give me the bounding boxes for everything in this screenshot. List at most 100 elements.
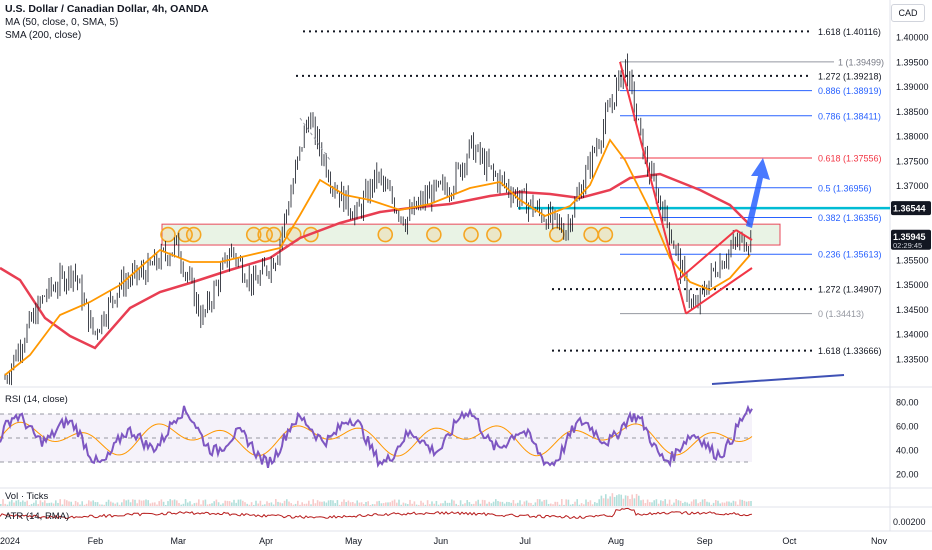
volume-bar	[6, 504, 9, 506]
volume-bar	[193, 503, 196, 506]
volume-bar	[330, 500, 332, 506]
volume-bar	[105, 501, 108, 506]
fib-level-label: 0.5 (1.36956)	[818, 183, 872, 193]
volume-bar	[365, 501, 367, 506]
volume-bar	[0, 504, 2, 506]
ma50-legend: MA (50, close, 0, SMA, 5)	[5, 17, 119, 28]
volume-bar	[363, 504, 365, 506]
volume-bar	[283, 500, 286, 506]
volume-bar	[682, 503, 684, 506]
volume-bar	[156, 504, 158, 506]
price-tick-label: 1.39500	[896, 57, 929, 67]
volume-bar	[358, 502, 361, 506]
volume-bar	[266, 501, 268, 506]
volume-bar	[541, 501, 543, 506]
volume-bar	[294, 503, 297, 506]
volume-bar	[312, 499, 314, 506]
fib-level-label: 0.382 (1.36356)	[818, 213, 882, 223]
time-tick-label: Mar	[171, 536, 187, 546]
rsi-line	[0, 404, 753, 469]
volume-bar	[418, 504, 420, 506]
volume-bar	[215, 499, 218, 506]
volume-bar	[341, 501, 343, 506]
volume-bar	[367, 501, 369, 506]
volume-bar	[19, 501, 22, 506]
volume-bar	[613, 496, 616, 506]
volume-bar	[446, 502, 449, 506]
volume-bar	[59, 499, 61, 506]
price-tick-label: 1.37000	[896, 181, 929, 191]
volume-bar	[701, 499, 704, 506]
volume-bar	[354, 503, 356, 506]
currency-button[interactable]: CAD	[891, 4, 925, 22]
volume-bar	[110, 501, 112, 506]
volume-bar	[580, 503, 583, 506]
volume-bar	[246, 503, 248, 506]
volume-bar	[404, 503, 407, 506]
volume-bar	[668, 499, 671, 506]
volume-bar	[479, 503, 482, 506]
sma200-line	[0, 172, 751, 350]
volume-bar	[389, 502, 391, 506]
volume-bar	[596, 502, 598, 506]
volume-bar	[572, 504, 574, 506]
volume-bar	[510, 502, 512, 506]
volume-bar	[325, 502, 328, 506]
volume-bar	[424, 504, 427, 506]
volume-bar	[259, 500, 262, 506]
sma200-legend: SMA (200, close)	[5, 30, 82, 41]
highlight-circle	[245, 226, 262, 243]
volume-bar	[160, 499, 163, 506]
volume-bar	[30, 503, 33, 506]
volume-bar	[68, 501, 70, 506]
volume-bar	[545, 499, 548, 506]
volume-bar	[321, 501, 323, 506]
volume-bar	[547, 503, 550, 506]
volume-bar	[677, 500, 680, 506]
volume-bar	[121, 502, 123, 506]
volume-bar	[162, 501, 165, 506]
volume-bar	[444, 500, 446, 506]
time-tick-label: Jun	[434, 536, 449, 546]
target-arrow-icon	[746, 158, 770, 228]
pattern-line	[735, 229, 753, 241]
volume-bar	[638, 495, 640, 506]
volume-bar	[704, 499, 706, 506]
volume-bar	[257, 503, 259, 506]
volume-bar	[734, 501, 737, 506]
volume-bar	[512, 500, 515, 506]
volume-bar	[578, 504, 581, 506]
volume-bar	[149, 503, 152, 506]
volume-bar	[182, 503, 185, 506]
volume-bar	[369, 504, 372, 506]
atr-pane-label: ATR (14, RMA)	[5, 511, 70, 522]
highlight-circle	[265, 226, 282, 243]
volume-bar	[244, 502, 246, 506]
volume-bar	[536, 499, 539, 506]
volume-bar	[693, 499, 695, 506]
volume-bar	[382, 503, 385, 506]
volume-bar	[184, 499, 187, 506]
volume-bar	[13, 502, 15, 506]
level-price-badge-bg	[891, 201, 931, 216]
volume-bar	[180, 504, 182, 506]
volume-bar	[402, 502, 405, 506]
volume-bar	[565, 499, 567, 506]
volume-bar	[250, 502, 253, 506]
volume-bar	[123, 499, 125, 506]
volume-bar	[231, 502, 233, 506]
volume-bar	[699, 501, 702, 506]
volume-bar	[616, 495, 618, 506]
volume-bar	[275, 499, 277, 506]
volume-bar	[517, 502, 519, 506]
volume-bar	[539, 499, 541, 506]
volume-bar	[8, 501, 11, 506]
volume-bar	[66, 500, 68, 506]
volume-bar	[640, 500, 642, 506]
volume-bar	[409, 499, 411, 506]
volume-bar	[138, 499, 141, 506]
volume-bar	[558, 504, 561, 506]
volume-bar	[470, 504, 473, 506]
volume-bar	[655, 499, 658, 506]
